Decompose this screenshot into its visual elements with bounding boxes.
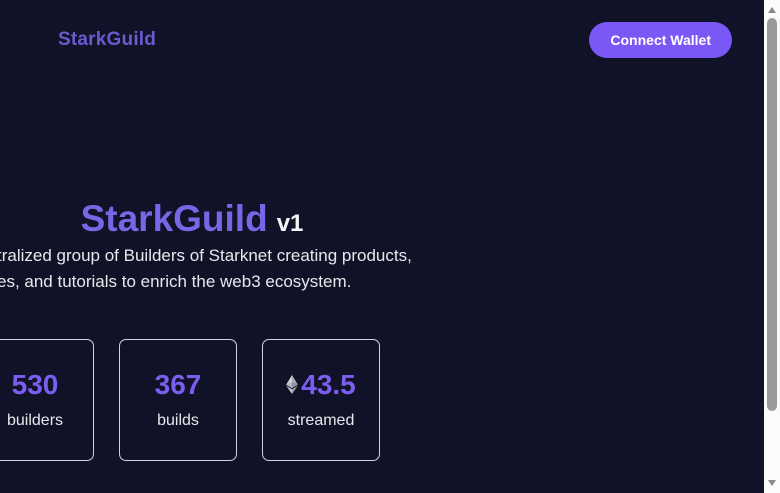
- stat-card-builders: 530 builders: [0, 339, 94, 461]
- stat-value: 43.5: [301, 368, 356, 400]
- hero-subtitle-line1: tralized group of Builders of Starknet c…: [0, 246, 412, 265]
- hero-title-row: StarkGuild v1: [0, 197, 384, 249]
- stat-label: streamed: [287, 411, 355, 429]
- stat-card-streamed: 43.5 streamed: [262, 339, 380, 461]
- stat-label: builds: [157, 411, 199, 429]
- eth-icon: [286, 375, 299, 394]
- hero-version: v1: [276, 210, 304, 237]
- stat-value: 530: [11, 368, 59, 400]
- connect-wallet-button[interactable]: Connect Wallet: [589, 22, 732, 58]
- app-logo[interactable]: StarkGuild: [58, 29, 157, 50]
- hero-subtitle-line2: es, and tutorials to enrich the web3 eco…: [0, 272, 352, 291]
- scrollbar-down-arrow-icon[interactable]: [768, 480, 776, 486]
- stat-card-builds: 367 builds: [119, 339, 237, 461]
- scrollbar-up-arrow-icon[interactable]: [768, 7, 776, 13]
- stats-row: 530 builders 367 builds 43.: [0, 339, 380, 461]
- vertical-scrollbar[interactable]: [764, 0, 780, 493]
- header: StarkGuild Connect Wallet: [0, 0, 764, 80]
- scrollbar-thumb[interactable]: [767, 18, 777, 411]
- stat-label: builders: [6, 411, 64, 429]
- stat-value-row: 43.5: [286, 368, 356, 400]
- stat-value: 367: [154, 368, 202, 400]
- hero-title: StarkGuild: [80, 198, 268, 239]
- hero-subtitle: tralized group of Builders of Starknet c…: [0, 243, 412, 295]
